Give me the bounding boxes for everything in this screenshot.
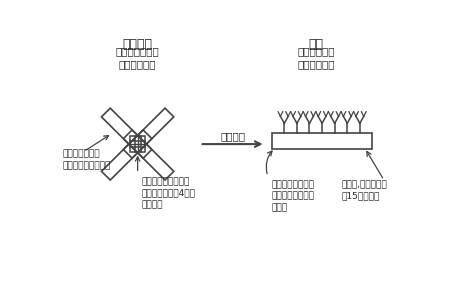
Text: 胃腔: 胃腔 bbox=[308, 38, 324, 51]
Text: 蛋白中心的非糖化部
分，由双硫键将4个亚
单位联结: 蛋白中心的非糖化部 分，由双硫键将4个亚 单位联结 bbox=[141, 177, 195, 209]
Bar bbox=[272, 133, 373, 149]
Bar bbox=[130, 136, 145, 152]
Text: 蛋白中心由糖侧链
保护防止蛋白进一
步水解: 蛋白中心由糖侧链 保护防止蛋白进一 步水解 bbox=[272, 180, 315, 212]
Text: 胃蛋白酶: 胃蛋白酶 bbox=[220, 131, 245, 141]
Text: 未分解的糖蛋白
（粘滞度高）: 未分解的糖蛋白 （粘滞度高） bbox=[116, 46, 159, 70]
Text: 分解的糖蛋白
（粘滞度低）: 分解的糖蛋白 （粘滞度低） bbox=[297, 46, 335, 70]
Text: 糖化的蛋白中心
（对蛋白水解耐受）: 糖化的蛋白中心 （对蛋白水解耐受） bbox=[63, 149, 111, 170]
Text: 糖侧链,平均每条链
含15个糖分子: 糖侧链,平均每条链 含15个糖分子 bbox=[342, 180, 387, 201]
Text: 粘液凝胶: 粘液凝胶 bbox=[122, 38, 153, 51]
